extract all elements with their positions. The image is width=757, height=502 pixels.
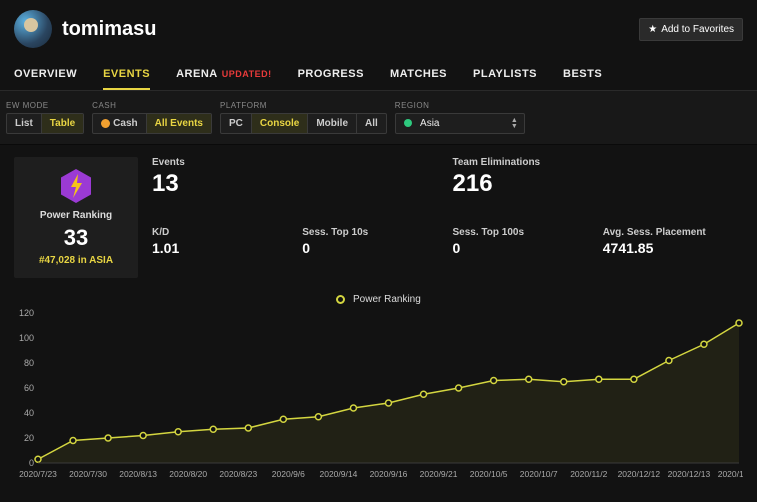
tab-matches[interactable]: MATCHES (390, 60, 447, 90)
power-ranking-card: Power Ranking 33 #47,028 in ASIA (14, 157, 138, 278)
svg-text:2020/8/23: 2020/8/23 (219, 469, 257, 479)
viewmode-option-table[interactable]: Table (41, 114, 83, 133)
avatar[interactable] (14, 10, 52, 48)
svg-text:0: 0 (29, 458, 34, 468)
platform-option-all[interactable]: All (356, 114, 386, 133)
platform-label: PLATFORM (220, 101, 387, 110)
nav-tabs: OVERVIEW EVENTS ARENAUPDATED! PROGRESS MATCH… (0, 54, 757, 91)
tab-events[interactable]: EVENTS (103, 60, 150, 90)
svg-text:100: 100 (19, 333, 34, 343)
platform-option-pc[interactable]: PC (221, 114, 251, 133)
viewmode-label: EW MODE (6, 101, 84, 110)
region-label: REGION (395, 101, 525, 110)
power-bolt-icon (61, 169, 91, 203)
stat-label: Team Eliminations (453, 157, 744, 168)
stat-team-elims: Team Eliminations 216 (453, 157, 744, 221)
legend-label: Power Ranking (353, 294, 421, 305)
region-select[interactable]: Asia ▲▼ (395, 113, 525, 134)
svg-text:60: 60 (24, 383, 34, 393)
platform-option-console[interactable]: Console (251, 114, 307, 133)
svg-text:2020/9/21: 2020/9/21 (420, 469, 458, 479)
svg-text:120: 120 (19, 309, 34, 318)
stat-value: 0 (302, 240, 442, 256)
stat-label: Avg. Sess. Placement (603, 227, 743, 238)
svg-text:2020/9/14: 2020/9/14 (320, 469, 358, 479)
stat-events: Events 13 (152, 157, 443, 221)
svg-text:2020/9/6: 2020/9/6 (272, 469, 305, 479)
cash-icon (101, 119, 110, 128)
svg-text:40: 40 (24, 408, 34, 418)
fav-label: Add to Favorites (661, 24, 734, 35)
viewmode-seg: ListTable (6, 113, 84, 134)
region-value: Asia (420, 118, 439, 129)
star-icon: ★ (648, 24, 657, 35)
power-title: Power Ranking (22, 210, 130, 221)
stat-value: 0 (453, 240, 593, 256)
stat-label: Sess. Top 100s (453, 227, 593, 238)
stat-value: 1.01 (152, 240, 292, 256)
stat-top100: Sess. Top 100s 0 (453, 227, 593, 279)
svg-text:2020/8/20: 2020/8/20 (169, 469, 207, 479)
stat-label: K/D (152, 227, 292, 238)
platform-seg: PCConsoleMobileAll (220, 113, 387, 134)
cash-option-cash[interactable]: Cash (93, 114, 145, 133)
viewmode-option-list[interactable]: List (7, 114, 41, 133)
stat-label: Sess. Top 10s (302, 227, 442, 238)
platform-option-mobile[interactable]: Mobile (307, 114, 356, 133)
svg-text:2020/12/12: 2020/12/12 (618, 469, 661, 479)
stat-top10: Sess. Top 10s 0 (302, 227, 442, 279)
power-region-rank: #47,028 in ASIA (22, 255, 130, 266)
add-favorites-button[interactable]: ★ Add to Favorites (639, 18, 743, 41)
tab-arena[interactable]: ARENAUPDATED! (176, 60, 271, 90)
svg-text:80: 80 (24, 358, 34, 368)
svg-text:2020/9/16: 2020/9/16 (370, 469, 408, 479)
svg-text:2020/10/5: 2020/10/5 (470, 469, 508, 479)
cash-label: CASH (92, 101, 212, 110)
stat-label: Events (152, 157, 443, 168)
svg-text:2020/12/13: 2020/12/13 (668, 469, 711, 479)
power-rank-value: 33 (22, 225, 130, 251)
filter-bar: EW MODE ListTable CASH CashAll Events PL… (0, 91, 757, 145)
tab-playlists[interactable]: PLAYLISTS (473, 60, 537, 90)
svg-text:20: 20 (24, 433, 34, 443)
stat-kd: K/D 1.01 (152, 227, 292, 279)
svg-text:2020/12/19: 2020/12/19 (718, 469, 743, 479)
username: tomimasu (62, 18, 156, 41)
svg-text:2020/10/7: 2020/10/7 (520, 469, 558, 479)
svg-text:2020/7/23: 2020/7/23 (19, 469, 57, 479)
tab-overview[interactable]: OVERVIEW (14, 60, 77, 90)
cash-option-all-events[interactable]: All Events (146, 114, 211, 133)
stat-avg-placement: Avg. Sess. Placement 4741.85 (603, 227, 743, 279)
svg-text:2020/7/30: 2020/7/30 (69, 469, 107, 479)
chevron-updown-icon: ▲▼ (511, 118, 518, 130)
stat-value: 216 (453, 170, 744, 198)
power-ranking-chart: 0 20 40 60 80 100 120 2020/7/23 2020/7/30 2020/8/… (14, 309, 743, 479)
region-dot-icon (404, 119, 412, 127)
svg-text:2020/8/13: 2020/8/13 (119, 469, 157, 479)
stat-value: 4741.85 (603, 240, 743, 256)
tab-progress[interactable]: PROGRESS (298, 60, 364, 90)
svg-text:2020/11/2: 2020/11/2 (570, 469, 607, 479)
tab-bests[interactable]: BESTS (563, 60, 602, 90)
chart-legend: Power Ranking (14, 294, 743, 305)
updated-badge: UPDATED! (222, 69, 272, 79)
legend-marker-icon (336, 295, 345, 304)
stat-value: 13 (152, 170, 443, 198)
cash-seg: CashAll Events (92, 113, 212, 134)
